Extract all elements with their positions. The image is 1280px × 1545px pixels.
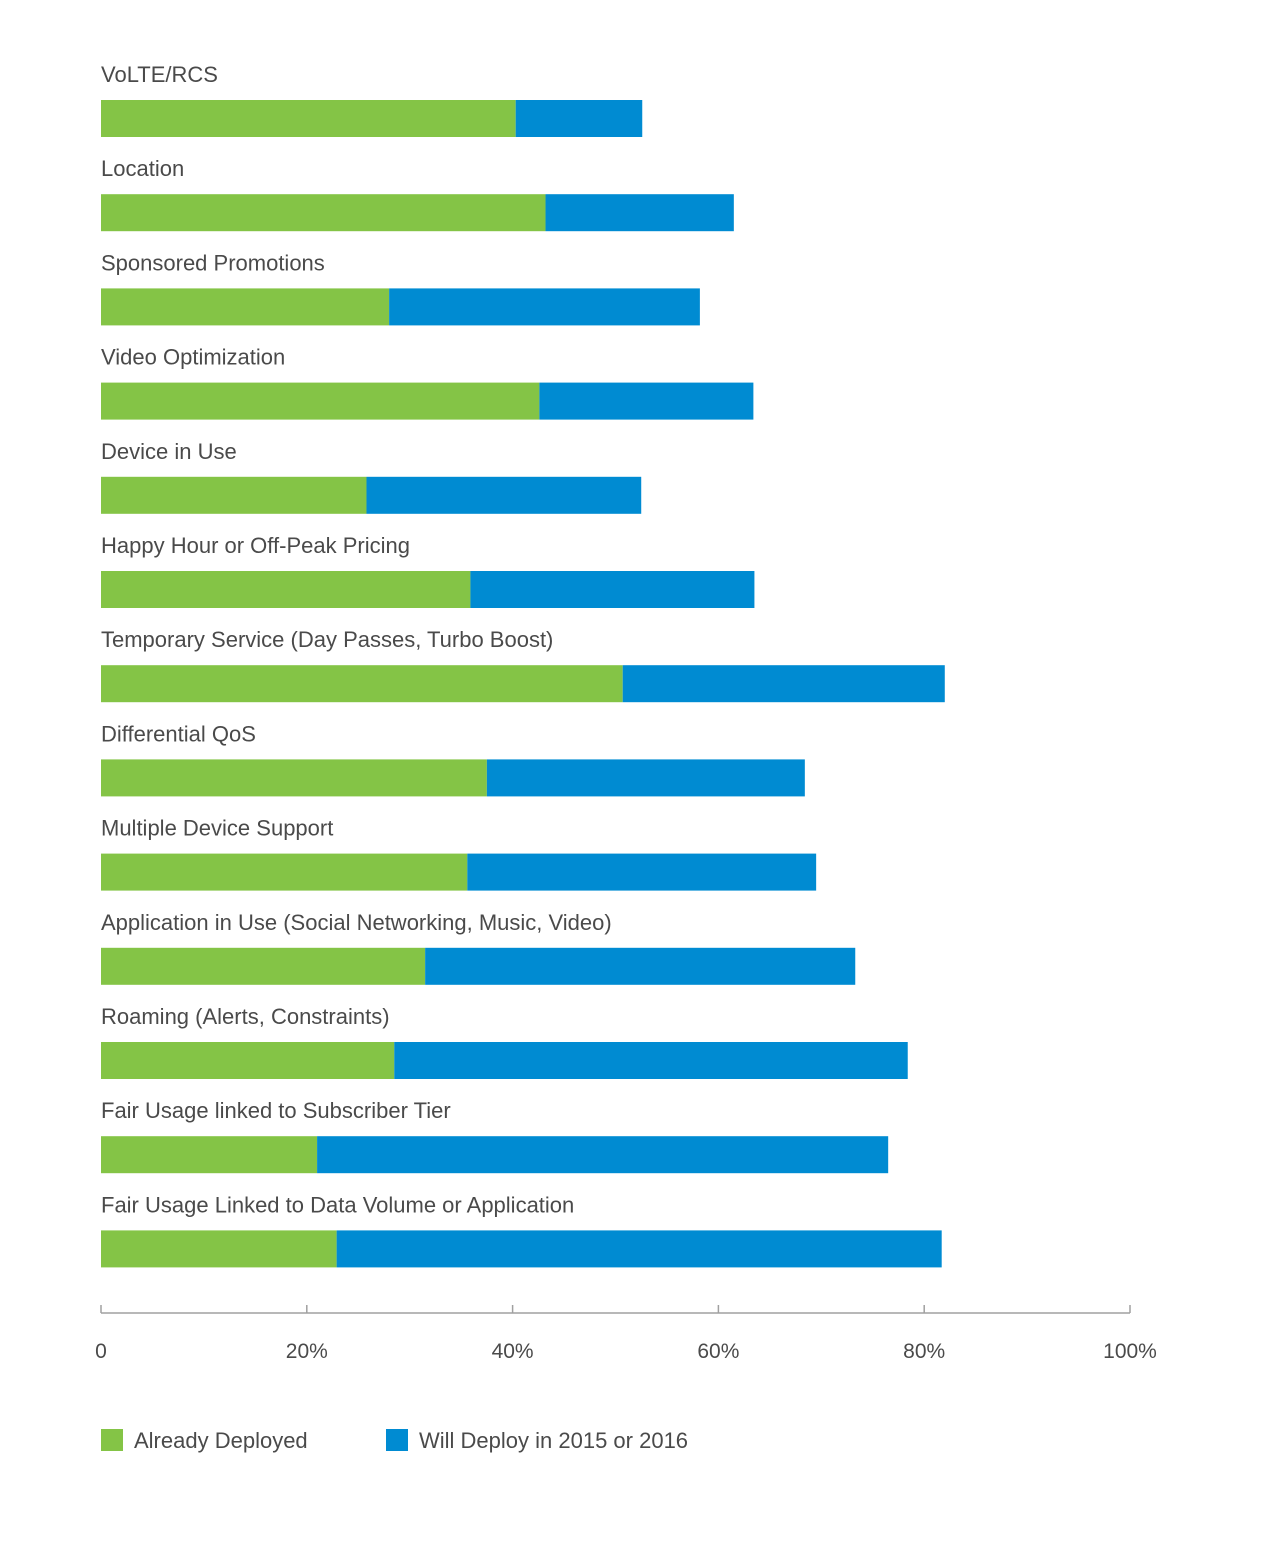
category-label: Location bbox=[101, 156, 184, 181]
bar-will-deploy bbox=[425, 947, 856, 985]
bar-already-deployed bbox=[101, 947, 426, 985]
legend-label: Already Deployed bbox=[134, 1428, 308, 1453]
bar-will-deploy bbox=[470, 571, 755, 608]
bar-will-deploy bbox=[515, 100, 643, 137]
category-label: Video Optimization bbox=[101, 345, 285, 370]
category-label: Happy Hour or Off-Peak Pricing bbox=[101, 533, 410, 558]
bar-already-deployed bbox=[101, 100, 516, 137]
bar-already-deployed bbox=[101, 382, 540, 420]
bar-already-deployed bbox=[101, 759, 487, 797]
bar-will-deploy bbox=[389, 288, 700, 326]
bar-will-deploy bbox=[336, 1230, 942, 1268]
category-label: Application in Use (Social Networking, M… bbox=[101, 910, 612, 935]
bar-already-deployed bbox=[101, 571, 471, 608]
bar-already-deployed bbox=[101, 1042, 395, 1079]
bar-will-deploy bbox=[467, 853, 817, 891]
bar-will-deploy bbox=[545, 194, 734, 232]
category-label: VoLTE/RCS bbox=[101, 62, 218, 87]
bar-already-deployed bbox=[101, 853, 468, 891]
bar-already-deployed bbox=[101, 476, 367, 514]
x-tick-label: 60% bbox=[697, 1340, 739, 1363]
bar-will-deploy bbox=[486, 759, 805, 797]
bar-already-deployed bbox=[101, 665, 623, 703]
category-label: Fair Usage linked to Subscriber Tier bbox=[101, 1098, 451, 1123]
x-tick-label: 80% bbox=[903, 1340, 945, 1363]
x-tick-label: 20% bbox=[286, 1340, 328, 1363]
bar-already-deployed bbox=[101, 1136, 318, 1174]
category-label: Differential QoS bbox=[101, 721, 256, 746]
bar-will-deploy bbox=[317, 1136, 889, 1174]
x-tick-label: 40% bbox=[492, 1340, 534, 1363]
legend-swatch bbox=[386, 1429, 408, 1451]
category-label: Sponsored Promotions bbox=[101, 250, 325, 275]
bar-already-deployed bbox=[101, 288, 390, 326]
bar-will-deploy bbox=[622, 665, 945, 703]
bar-will-deploy bbox=[366, 476, 642, 514]
bar-will-deploy bbox=[394, 1042, 908, 1079]
category-label: Temporary Service (Day Passes, Turbo Boo… bbox=[101, 627, 553, 652]
category-label: Multiple Device Support bbox=[101, 816, 333, 841]
category-label: Device in Use bbox=[101, 439, 237, 464]
category-label: Roaming (Alerts, Constraints) bbox=[101, 1004, 390, 1029]
bar-already-deployed bbox=[101, 194, 546, 232]
legend-label: Will Deploy in 2015 or 2016 bbox=[419, 1428, 688, 1453]
x-tick-label: 100% bbox=[1103, 1340, 1157, 1363]
legend-swatch bbox=[101, 1429, 123, 1451]
bar-already-deployed bbox=[101, 1230, 337, 1268]
category-label: Fair Usage Linked to Data Volume or Appl… bbox=[101, 1192, 574, 1217]
x-tick-label: 0 bbox=[95, 1340, 107, 1363]
bar-will-deploy bbox=[539, 382, 754, 420]
